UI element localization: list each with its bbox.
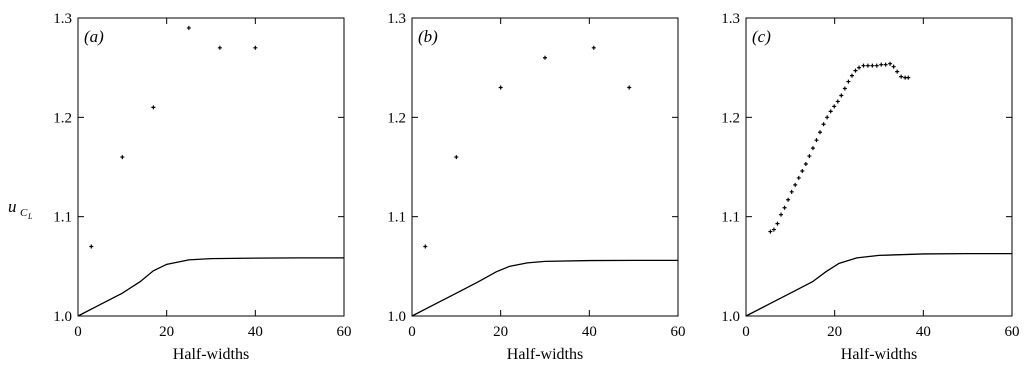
panel-label: (b) (418, 27, 438, 46)
data-point (782, 205, 787, 210)
data-point (883, 62, 888, 67)
y-tick-label: 1.3 (721, 11, 740, 27)
panel-label: (a) (84, 27, 104, 46)
data-point (839, 93, 844, 98)
data-point (89, 244, 94, 249)
data-point (818, 130, 823, 135)
data-point (857, 65, 862, 70)
x-axis-label: Half-widths (841, 346, 917, 363)
x-tick-label: 40 (916, 324, 931, 340)
data-point (874, 63, 879, 68)
data-point (849, 73, 854, 78)
data-point (861, 63, 866, 68)
data-point (423, 244, 428, 249)
data-point (796, 175, 801, 180)
data-point (786, 197, 791, 202)
x-tick-label: 0 (408, 324, 416, 340)
data-point (879, 62, 884, 67)
data-point (768, 229, 773, 234)
x-tick-label: 60 (337, 324, 352, 340)
y-tick-label: 1.0 (53, 309, 72, 325)
data-point (810, 146, 815, 151)
model-curve (745, 252, 1012, 317)
panel-label: (c) (752, 27, 771, 46)
y-tick-label: 1.2 (53, 110, 72, 126)
data-point (253, 45, 258, 50)
x-tick-label: 0 (742, 324, 750, 340)
x-axis-label: Half-widths (173, 346, 249, 363)
data-point (779, 212, 784, 217)
data-point (821, 122, 826, 127)
y-tick-label: 1.1 (387, 210, 406, 226)
y-tick-label: 1.2 (387, 110, 406, 126)
data-point (498, 85, 503, 90)
panel-0: 0 20 40 60 1.0 1.1 1.2 1.3 Half-widths (a) (53, 11, 351, 363)
y-tick-label: 1.0 (721, 309, 740, 325)
plot-frame (745, 17, 1013, 317)
data-point (803, 162, 808, 167)
y-tick-label: 1.1 (721, 210, 740, 226)
data-point (842, 86, 847, 91)
x-tick-label: 40 (582, 324, 597, 340)
data-point (789, 189, 794, 194)
y-label-base: u (8, 197, 17, 216)
data-point (895, 69, 900, 74)
data-point (591, 45, 596, 50)
data-point (853, 68, 858, 73)
data-point (186, 25, 191, 30)
data-point (888, 61, 893, 66)
data-point (835, 99, 840, 104)
x-tick-label: 20 (159, 324, 174, 340)
x-tick-label: 40 (248, 324, 263, 340)
y-tick-label: 1.1 (53, 210, 72, 226)
data-point (870, 63, 875, 68)
data-point (825, 115, 830, 120)
model-curve (77, 257, 344, 317)
x-tick-label: 60 (1005, 324, 1020, 340)
data-point (151, 105, 156, 110)
y-label-sub: C (20, 207, 28, 219)
x-tick-label: 20 (827, 324, 842, 340)
x-tick-label: 60 (671, 324, 686, 340)
data-point (846, 79, 851, 84)
data-point (543, 55, 547, 60)
data-point (906, 75, 911, 80)
y-tick-label: 1.2 (721, 110, 740, 126)
data-point (454, 155, 459, 160)
data-point (217, 45, 222, 50)
plot-frame (411, 17, 679, 317)
data-point (793, 182, 798, 187)
y-label-subsub: L (27, 212, 33, 221)
x-tick-label: 20 (493, 324, 508, 340)
data-point (800, 168, 805, 173)
data-point (832, 104, 837, 109)
data-point (865, 63, 870, 68)
data-point (627, 85, 632, 90)
panel-2: 0 20 40 60 1.0 1.1 1.2 1.3 Half-widths (c) (721, 11, 1019, 363)
data-point (891, 64, 896, 69)
x-tick-label: 0 (74, 324, 82, 340)
data-point (120, 155, 125, 160)
y-tick-label: 1.0 (387, 309, 406, 325)
panels: 0 20 40 60 1.0 1.1 1.2 1.3 Half-widths (a) 0 20 40 60… (53, 11, 1019, 363)
data-point (771, 227, 776, 232)
y-tick-label: 1.3 (387, 11, 406, 27)
data-point (814, 138, 819, 143)
model-curve (411, 259, 678, 317)
plot-frame (77, 17, 345, 317)
panel-1: 0 20 40 60 1.0 1.1 1.2 1.3 Half-widths (b) (387, 11, 685, 363)
y-axis-label: u C L (8, 197, 33, 221)
data-point (807, 154, 812, 159)
x-axis-label: Half-widths (507, 346, 583, 363)
y-tick-label: 1.3 (53, 11, 72, 27)
data-point (828, 109, 833, 114)
data-point (775, 221, 780, 226)
data-point (899, 74, 904, 79)
